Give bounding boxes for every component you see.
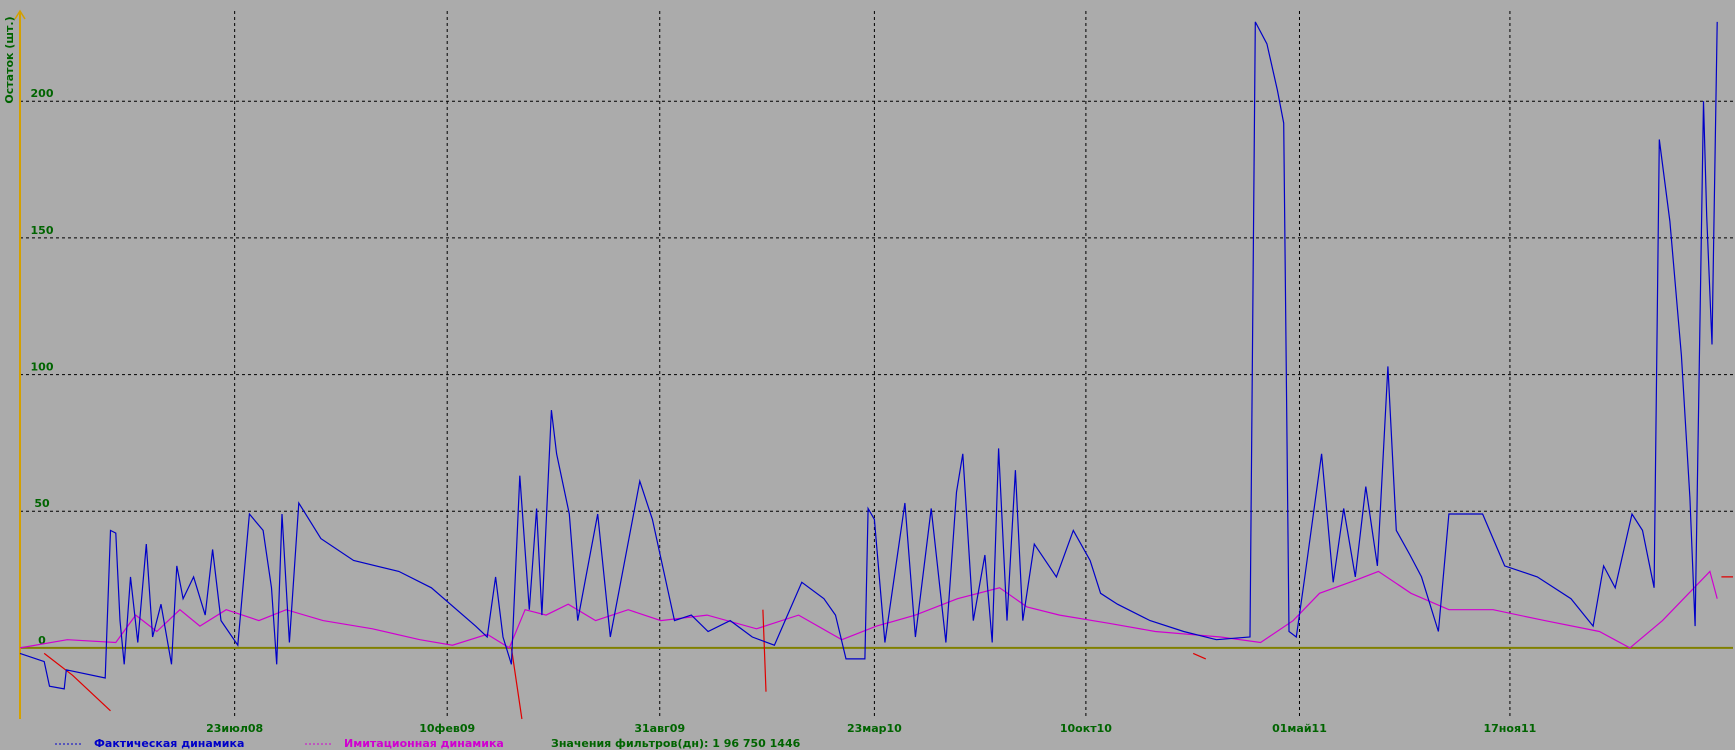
x-tick-label: 23июл08 — [206, 722, 263, 735]
annotation: Значения фильтров(дн): 1 96 750 1446 — [551, 737, 801, 750]
y-axis-arrow — [14, 9, 26, 20]
y-axis-label: Остаток (шт.) — [3, 16, 16, 103]
legend-label: Фактическая динамика — [94, 737, 244, 750]
series-line — [19, 570, 1718, 649]
y-tick-label: 200 — [31, 87, 54, 100]
x-tick-label: 17ноя11 — [1484, 722, 1537, 735]
y-tick-label: 0 — [38, 634, 46, 647]
x-tick-label: 10фев09 — [419, 722, 475, 735]
legend-label: Имитационная динамика — [344, 737, 504, 750]
y-tick-label: 150 — [31, 224, 54, 237]
series-line — [43, 576, 1733, 720]
x-tick-label: 10окт10 — [1060, 722, 1112, 735]
x-tick-label: 23мар10 — [847, 722, 902, 735]
y-tick-label: 100 — [31, 361, 54, 374]
x-tick-label: 31авг09 — [634, 722, 685, 735]
series-line — [19, 21, 1718, 690]
y-tick-label: 50 — [34, 497, 50, 510]
x-tick-label: 01май11 — [1272, 722, 1327, 735]
